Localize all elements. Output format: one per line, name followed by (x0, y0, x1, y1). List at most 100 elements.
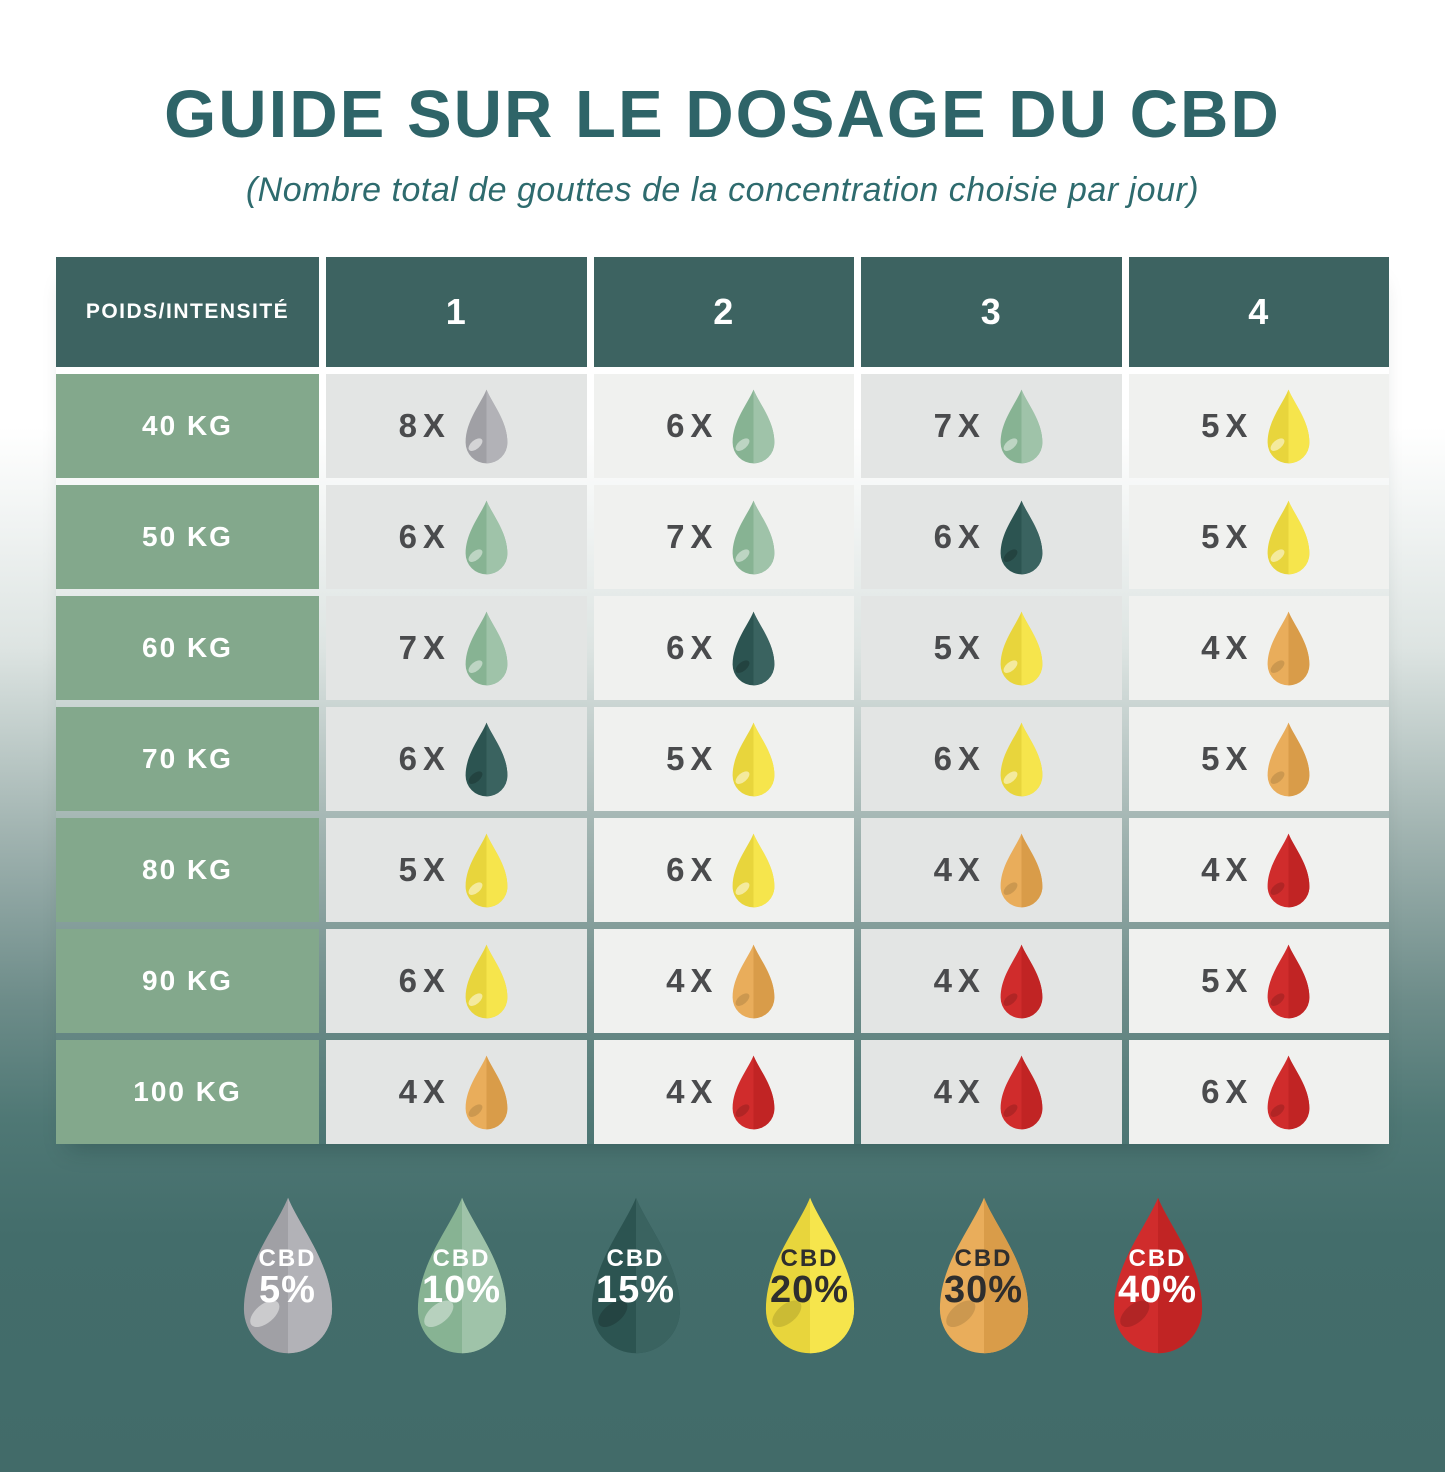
cbd20-drop-icon (1000, 611, 1043, 685)
legend-item-cbd30: CBD 30% (926, 1194, 1042, 1357)
header-poids-intensite: POIDS/INTENSITÉ (56, 257, 319, 367)
dose-cell-80-kg-intensity-4: 4X (1128, 818, 1389, 922)
legend-text: CBD 10% (404, 1246, 520, 1311)
drop-count: 5X (1201, 740, 1254, 777)
legend-percentage: 20% (769, 1269, 850, 1312)
header-intensity-1: 1 (326, 257, 587, 367)
weight-label: 100 KG (133, 1076, 242, 1107)
cbd5-drop-icon (465, 389, 508, 463)
weight-label: 80 KG (142, 854, 233, 885)
row-label-70-kg: 70 KG (56, 707, 319, 811)
weight-label: 90 KG (142, 965, 233, 996)
legend-item-cbd40: CBD 40% (1100, 1194, 1216, 1357)
weight-label: 40 KG (142, 410, 233, 441)
cbd20-drop-icon (733, 833, 775, 907)
legend-text: CBD 15% (578, 1246, 694, 1311)
cbd20-drop-icon (1000, 722, 1043, 796)
drop-count: 7X (666, 518, 719, 555)
header-block: GUIDE SUR LE DOSAGE DU CBD (Nombre total… (0, 0, 1445, 210)
weight-label: 70 KG (142, 743, 233, 774)
dose-cell-40-kg-intensity-4: 5X (1128, 374, 1389, 478)
drop-count: 6X (398, 740, 451, 777)
dose-cell-100-kg-intensity-3: 4X (861, 1040, 1122, 1144)
row-label-100-kg: 100 KG (56, 1040, 319, 1144)
cbd15-drop-icon (591, 1197, 680, 1354)
dose-cell-50-kg-intensity-3: 6X (861, 485, 1122, 589)
legend-text: CBD 30% (926, 1246, 1042, 1311)
cbd40-drop-icon (733, 1055, 775, 1129)
cbd30-drop-icon (1000, 833, 1043, 907)
dose-cell-60-kg-intensity-4: 4X (1128, 596, 1389, 700)
cbd10-drop-icon (733, 500, 775, 574)
dose-cell-100-kg-intensity-1: 4X (326, 1040, 587, 1144)
cbd40-drop-icon (1113, 1197, 1202, 1354)
cbd40-drop-icon (1000, 1055, 1043, 1129)
drop-count: 8X (398, 407, 451, 444)
row-label-60-kg: 60 KG (56, 596, 319, 700)
legend-cbd-label: CBD (954, 1245, 1013, 1272)
header-cell-label: POIDS/INTENSITÉ (85, 300, 290, 323)
legend-percentage: 15% (595, 1269, 676, 1312)
drop-count: 4X (933, 851, 986, 888)
main-content: POIDS/INTENSITÉ 1 2 3 4 40 KG 8X 6X 7X 5X 50 KG 6X 7… (0, 257, 1445, 1357)
cbd20-drop-icon (1268, 500, 1310, 574)
legend-percentage: 5% (259, 1269, 316, 1312)
drop-count: 4X (398, 1073, 451, 1110)
drop-count: 4X (666, 962, 719, 999)
cbd20-drop-icon (465, 944, 508, 1018)
cbd20-drop-icon (765, 1197, 854, 1354)
cbd10-drop-icon (417, 1197, 506, 1354)
dose-cell-90-kg-intensity-1: 6X (326, 929, 587, 1033)
drop-count: 6X (666, 851, 719, 888)
header-cell-label: 1 (445, 291, 467, 332)
drop-count: 4X (933, 962, 986, 999)
cbd10-drop-icon (465, 500, 508, 574)
drop-count: 6X (398, 518, 451, 555)
drop-count: 6X (666, 629, 719, 666)
drop-count: 4X (666, 1073, 719, 1110)
cbd20-drop-icon (465, 833, 508, 907)
drop-count: 5X (1201, 962, 1254, 999)
drop-count: 4X (1201, 629, 1254, 666)
cbd30-drop-icon (1268, 611, 1310, 685)
legend-cbd-label: CBD (606, 1245, 665, 1272)
cbd20-drop-icon (1268, 389, 1310, 463)
header-cell-label: 4 (1248, 291, 1270, 332)
legend-item-cbd10: CBD 10% (404, 1194, 520, 1357)
cbd10-drop-icon (1000, 389, 1043, 463)
cbd15-drop-icon (465, 722, 508, 796)
dose-cell-90-kg-intensity-4: 5X (1128, 929, 1389, 1033)
legend-percentage: 40% (1117, 1269, 1198, 1312)
drop-count: 5X (666, 740, 719, 777)
dose-cell-70-kg-intensity-2: 5X (593, 707, 854, 811)
dose-cell-50-kg-intensity-4: 5X (1128, 485, 1389, 589)
dose-cell-60-kg-intensity-3: 5X (861, 596, 1122, 700)
cbd20-drop-icon (733, 722, 775, 796)
drop-count: 5X (933, 629, 986, 666)
dose-cell-80-kg-intensity-1: 5X (326, 818, 587, 922)
weight-label: 60 KG (142, 632, 233, 663)
header-cell-label: 2 (713, 291, 735, 332)
drop-count: 6X (933, 740, 986, 777)
dosage-table: POIDS/INTENSITÉ 1 2 3 4 40 KG 8X 6X 7X 5X 50 KG 6X 7… (56, 257, 1389, 1144)
dose-cell-70-kg-intensity-1: 6X (326, 707, 587, 811)
concentration-legend: CBD 5% CBD 10% CBD 15% CBD 20% CBD 30% CBD 40% (0, 1194, 1445, 1357)
drop-count: 5X (1201, 407, 1254, 444)
header-cell-label: 3 (980, 291, 1002, 332)
cbd10-drop-icon (733, 389, 775, 463)
dose-cell-60-kg-intensity-2: 6X (593, 596, 854, 700)
cbd40-drop-icon (1268, 1055, 1310, 1129)
dose-cell-70-kg-intensity-4: 5X (1128, 707, 1389, 811)
dose-cell-50-kg-intensity-2: 7X (593, 485, 854, 589)
drop-count: 6X (933, 518, 986, 555)
drop-count: 6X (398, 962, 451, 999)
cbd40-drop-icon (1268, 833, 1310, 907)
dose-cell-50-kg-intensity-1: 6X (326, 485, 587, 589)
legend-item-cbd20: CBD 20% (752, 1194, 868, 1357)
cbd30-drop-icon (1268, 722, 1310, 796)
legend-item-cbd5: CBD 5% (230, 1194, 346, 1357)
cbd15-drop-icon (733, 611, 775, 685)
header-intensity-2: 2 (593, 257, 854, 367)
dose-cell-40-kg-intensity-1: 8X (326, 374, 587, 478)
